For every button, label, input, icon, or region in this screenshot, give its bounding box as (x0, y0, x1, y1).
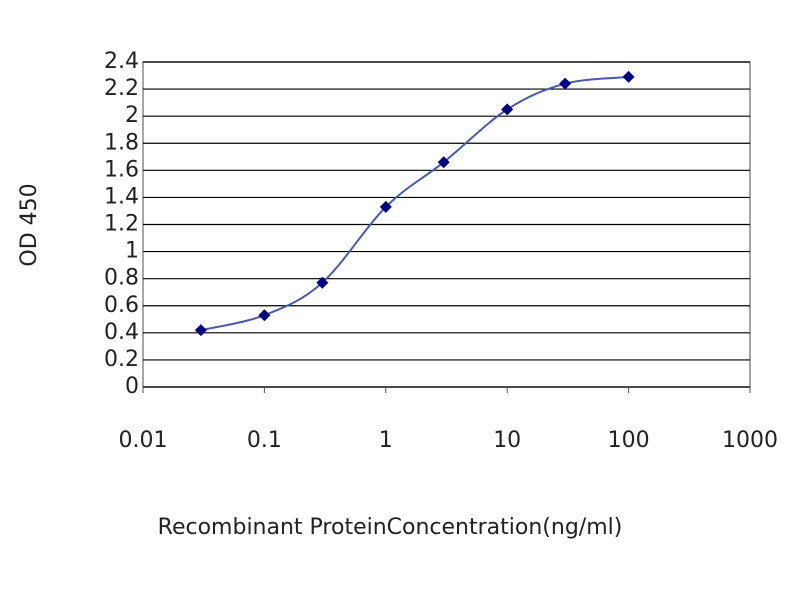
y-tick-label: 1 (125, 239, 139, 264)
y-tick-label: 0.8 (104, 266, 139, 291)
data-point (316, 276, 329, 289)
data-point (559, 77, 572, 90)
y-tick-label: 0 (125, 374, 139, 399)
y-tick-label: 2 (125, 103, 139, 128)
data-point (379, 200, 392, 213)
y-tick-label: 1.4 (104, 184, 139, 209)
y-tick-label: 1.8 (104, 130, 139, 155)
y-tick-label: 1.6 (104, 157, 139, 182)
y-tick-label: 2.4 (104, 49, 139, 74)
y-axis-title: OD 450 (17, 183, 42, 266)
y-tick-label: 2.2 (104, 76, 139, 101)
data-line (200, 75, 629, 332)
x-tick-label: 100 (608, 428, 650, 453)
x-tick-label: 0.01 (119, 428, 168, 453)
data-point (437, 156, 450, 169)
x-tick-label: 10 (493, 428, 521, 453)
y-tick-label: 1.2 (104, 212, 139, 237)
x-tick-label: 1 (379, 428, 393, 453)
x-axis-title: Recombinant ProteinConcentration(ng/ml) (158, 515, 623, 540)
data-point (258, 309, 271, 322)
x-tick-label: 0.1 (247, 428, 282, 453)
x-tick-label: 1000 (722, 428, 778, 453)
y-tick-label: 0.4 (104, 320, 139, 345)
data-point (501, 103, 514, 116)
y-tick-label: 0.2 (104, 347, 139, 372)
data-point (194, 324, 207, 337)
data-point (622, 70, 635, 83)
y-tick-label: 0.6 (104, 293, 139, 318)
